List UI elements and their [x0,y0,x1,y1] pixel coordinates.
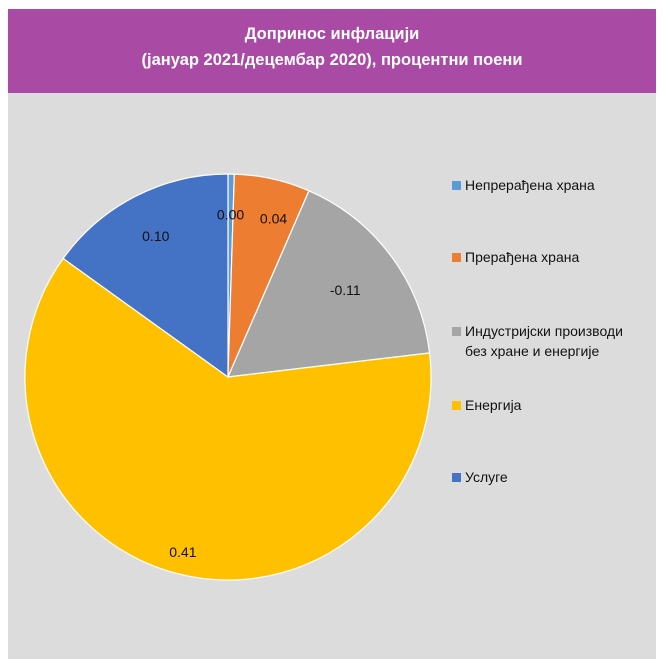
legend-swatch [452,181,461,190]
data-label-industrial-goods: -0.11 [330,282,361,298]
legend-label: Прерађена храна [465,249,580,265]
legend-label: Енергија [465,397,522,413]
data-label-energy: 0.41 [169,544,196,560]
chart-title-line-1: Допринос инфлацији [244,25,420,43]
legend-label: Индустријски производи без хране и енерг… [465,323,623,359]
legend-swatch [452,401,461,410]
title-banner: Допринос инфлацији (јануар 2021/децембар… [8,9,656,93]
legend-label: Непрерађена храна [465,177,595,193]
pie-chart: 0.00 0.04 -0.11 0.41 0.10 [24,173,432,581]
pie-slices [24,173,432,581]
legend-swatch [452,253,461,262]
data-labels: 0.00 0.04 -0.11 0.41 0.10 [142,207,361,560]
chart-title-line-2: (јануар 2021/децембар 2020), процентни п… [141,51,523,69]
chart-frame: Допринос инфлацији (јануар 2021/децембар… [8,9,656,659]
data-label-processed-food: 0.04 [260,211,287,227]
legend-label: Услуге [465,469,508,485]
pie-slice-energy [24,257,432,581]
data-label-unprocessed-food: 0.00 [217,207,244,223]
pie-slice-services [62,173,229,379]
legend-swatch [452,327,461,336]
legend-swatch [452,473,461,482]
pie-slice-industrial-goods [227,190,431,378]
data-label-services: 0.10 [142,228,169,244]
